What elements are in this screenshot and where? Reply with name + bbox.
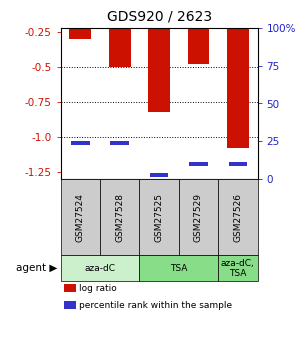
Text: GSM27524: GSM27524 — [76, 193, 85, 242]
Text: aza-dC,
TSA: aza-dC, TSA — [221, 258, 255, 278]
Bar — [111, 141, 129, 145]
Text: agent ▶: agent ▶ — [16, 263, 58, 273]
Text: GSM27526: GSM27526 — [233, 193, 242, 242]
Bar — [150, 173, 168, 177]
Text: TSA: TSA — [170, 264, 188, 273]
Bar — [188, 28, 209, 64]
Bar — [227, 28, 249, 148]
Bar — [109, 28, 131, 67]
Bar — [71, 141, 89, 145]
Text: aza-dC: aza-dC — [85, 264, 115, 273]
Text: percentile rank within the sample: percentile rank within the sample — [79, 301, 232, 310]
Title: GDS920 / 2623: GDS920 / 2623 — [107, 10, 211, 24]
Text: GSM27525: GSM27525 — [155, 193, 164, 242]
Text: GSM27528: GSM27528 — [115, 193, 124, 242]
Bar — [69, 28, 91, 39]
Bar — [148, 28, 170, 112]
Bar — [229, 162, 247, 166]
Text: log ratio: log ratio — [79, 284, 117, 293]
Bar — [189, 162, 208, 166]
Text: GSM27529: GSM27529 — [194, 193, 203, 242]
